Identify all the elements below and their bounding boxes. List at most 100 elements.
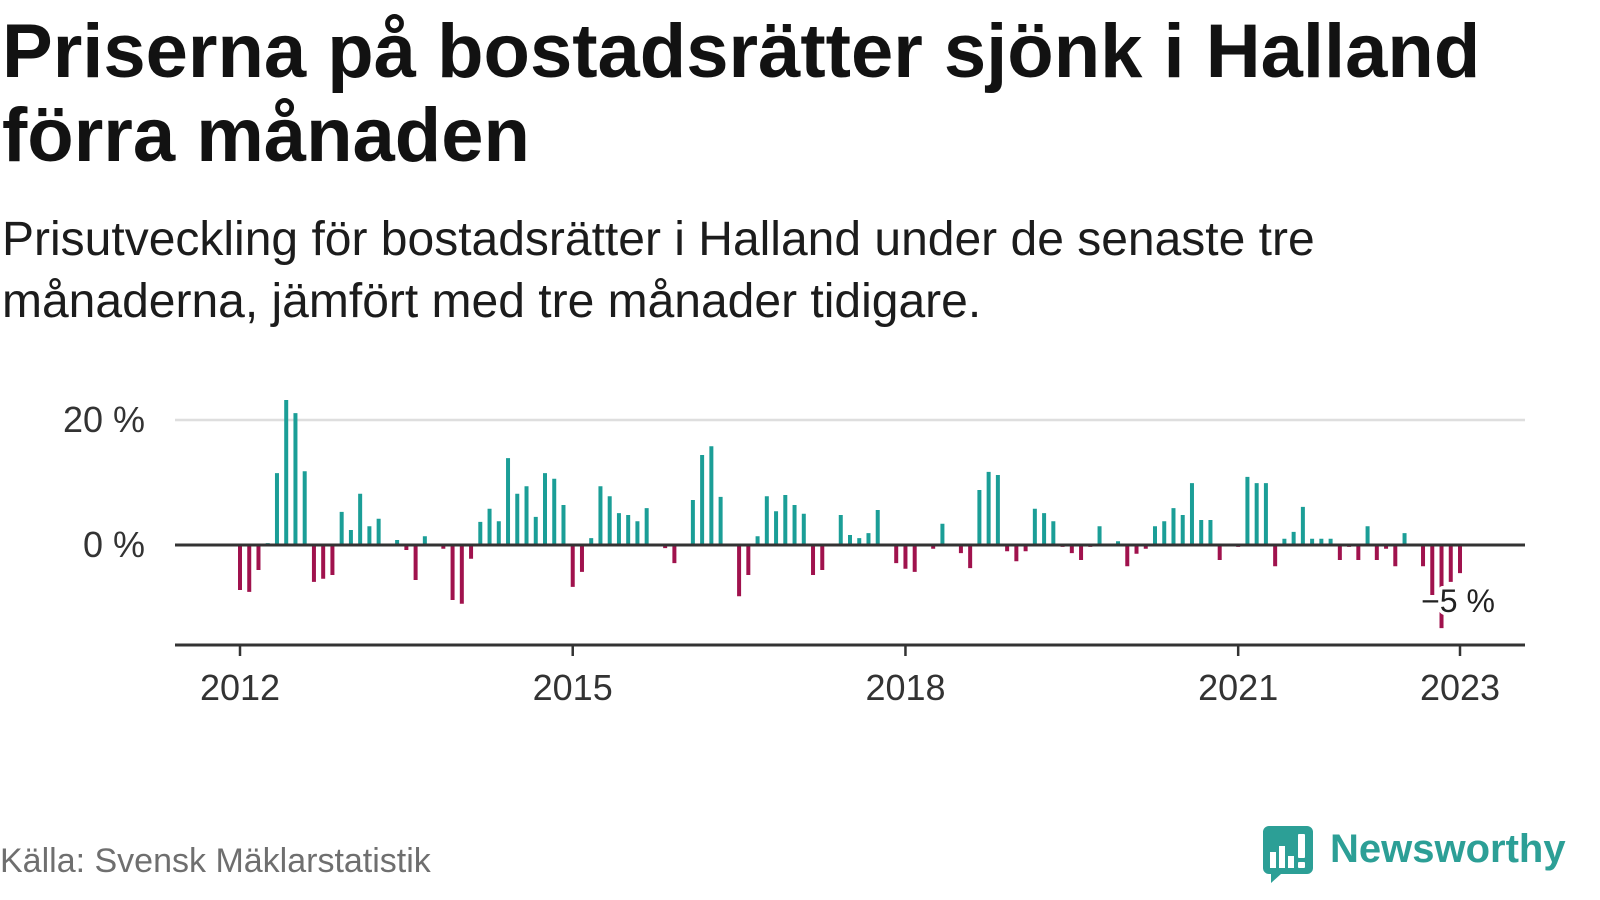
bar-2016-03	[700, 455, 705, 545]
bar-2012-12	[339, 511, 344, 546]
bar-2019-03	[1032, 508, 1037, 545]
bar-2015-09	[644, 508, 649, 546]
bar-2018-04	[931, 545, 936, 549]
bar-2012-06	[284, 400, 289, 545]
bar-2014-10	[543, 473, 547, 546]
bar-2016-10	[764, 496, 769, 545]
bar-2022-02	[1356, 545, 1361, 560]
chart-subtitle-line-1: Prisutveckling för bostadsrätter i Halla…	[2, 213, 1315, 266]
bar-2012-01	[238, 545, 242, 590]
bar-2017-04	[820, 545, 825, 570]
bar-2014-01	[459, 545, 464, 604]
bar-2017-03	[811, 545, 816, 575]
bar-2014-02	[469, 545, 474, 559]
bar-2014-07	[515, 493, 520, 545]
bar-2020-10	[1208, 520, 1213, 545]
bar-2015-04	[598, 486, 603, 545]
bar-2019-04	[1042, 513, 1047, 546]
bar-2016-11	[774, 511, 779, 545]
bar-2015-07	[626, 515, 631, 545]
bar-2012-03	[256, 545, 261, 570]
logo-bar-3	[1288, 856, 1294, 868]
bar-2022-12	[1448, 545, 1453, 582]
bar-2017-09	[866, 533, 871, 546]
bar-2017-10	[875, 510, 880, 545]
chart-title-line-1: Priserna på bostadsrätter sjönk i Hallan…	[2, 9, 1480, 94]
x-tick-label: 2018	[865, 667, 945, 708]
bar-2022-09	[1421, 545, 1426, 567]
bar-2022-10	[1430, 545, 1435, 595]
bar-2021-12	[1337, 545, 1342, 560]
bar-2020-02	[1134, 545, 1139, 554]
bar-2021-05	[1273, 545, 1278, 567]
bar-2015-01	[570, 545, 575, 587]
bar-2020-08	[1189, 483, 1194, 546]
bar-2013-08	[413, 545, 418, 580]
bar-2019-08	[1079, 545, 1084, 560]
bar-2021-09	[1310, 538, 1315, 545]
bar-2019-05	[1051, 521, 1056, 545]
bar-2021-07	[1291, 531, 1296, 546]
x-tick-label: 2023	[1420, 667, 1500, 708]
bar-2017-02	[801, 513, 806, 545]
bar-2016-04	[709, 446, 714, 545]
x-tick-label: 2012	[200, 667, 280, 708]
bar-2018-01	[903, 545, 908, 569]
bar-2013-11	[441, 545, 446, 549]
bar-2013-09	[422, 536, 427, 545]
y-tick-label: 0 %	[83, 524, 145, 565]
bar-2015-03	[589, 538, 594, 546]
bar-2014-08	[524, 486, 529, 545]
bar-2012-05	[274, 473, 279, 546]
bar-2013-04	[376, 518, 381, 545]
bar-2017-08	[857, 538, 862, 546]
bar-2014-05	[496, 521, 501, 545]
newsworthy-logo: Newsworthy	[1263, 826, 1566, 883]
bar-2021-06	[1282, 538, 1287, 545]
bar-2022-03	[1365, 526, 1370, 545]
bar-2013-07	[404, 545, 409, 550]
bar-2016-05	[718, 496, 723, 546]
bar-2016-12	[783, 495, 788, 545]
bar-2021-08	[1300, 506, 1305, 546]
bar-2013-06	[395, 540, 400, 545]
bar-2020-01	[1125, 545, 1130, 567]
logo-bar-1	[1270, 852, 1276, 868]
bar-2013-12	[450, 545, 455, 600]
bar-2015-11	[663, 545, 668, 549]
bar-2012-08	[302, 471, 307, 545]
newsworthy-logo-icon	[1263, 826, 1313, 883]
bar-2012-10	[321, 545, 326, 579]
bar-2015-05	[607, 496, 612, 545]
bar-2012-02	[247, 545, 252, 592]
bar-2018-12	[1005, 545, 1010, 552]
bar-2022-07	[1402, 533, 1407, 546]
bar-2021-11	[1328, 538, 1333, 545]
bar-2021-02	[1245, 476, 1250, 546]
source-credit: Källa: Svensk Mäklarstatistik	[0, 842, 432, 880]
bar-2017-01	[792, 505, 797, 545]
logo-exclamation-dot	[1298, 862, 1305, 868]
bar-2020-05	[1162, 521, 1167, 545]
bar-2022-06	[1393, 545, 1398, 567]
chart-title-line-2: förra månaden	[2, 93, 530, 178]
bar-2018-05	[940, 523, 945, 545]
bar-2013-02	[358, 493, 363, 545]
bar-2018-07	[958, 545, 963, 554]
bar-2015-08	[635, 521, 640, 545]
bar-2015-06	[616, 513, 621, 546]
bar-2014-04	[487, 508, 492, 545]
bar-2015-12	[672, 545, 677, 564]
bar-2016-09	[755, 536, 760, 545]
bar-2022-04	[1374, 545, 1379, 560]
newsworthy-logo-text: Newsworthy	[1330, 827, 1566, 871]
bar-2021-03	[1254, 483, 1259, 546]
bar-2020-07	[1180, 515, 1185, 545]
bar-2014-11	[552, 478, 557, 545]
bar-2019-10	[1097, 526, 1102, 545]
y-tick-label: 20 %	[63, 399, 145, 440]
bar-2014-12	[561, 505, 566, 545]
bar-2013-03	[367, 526, 372, 545]
logo-bar-2	[1279, 846, 1285, 868]
